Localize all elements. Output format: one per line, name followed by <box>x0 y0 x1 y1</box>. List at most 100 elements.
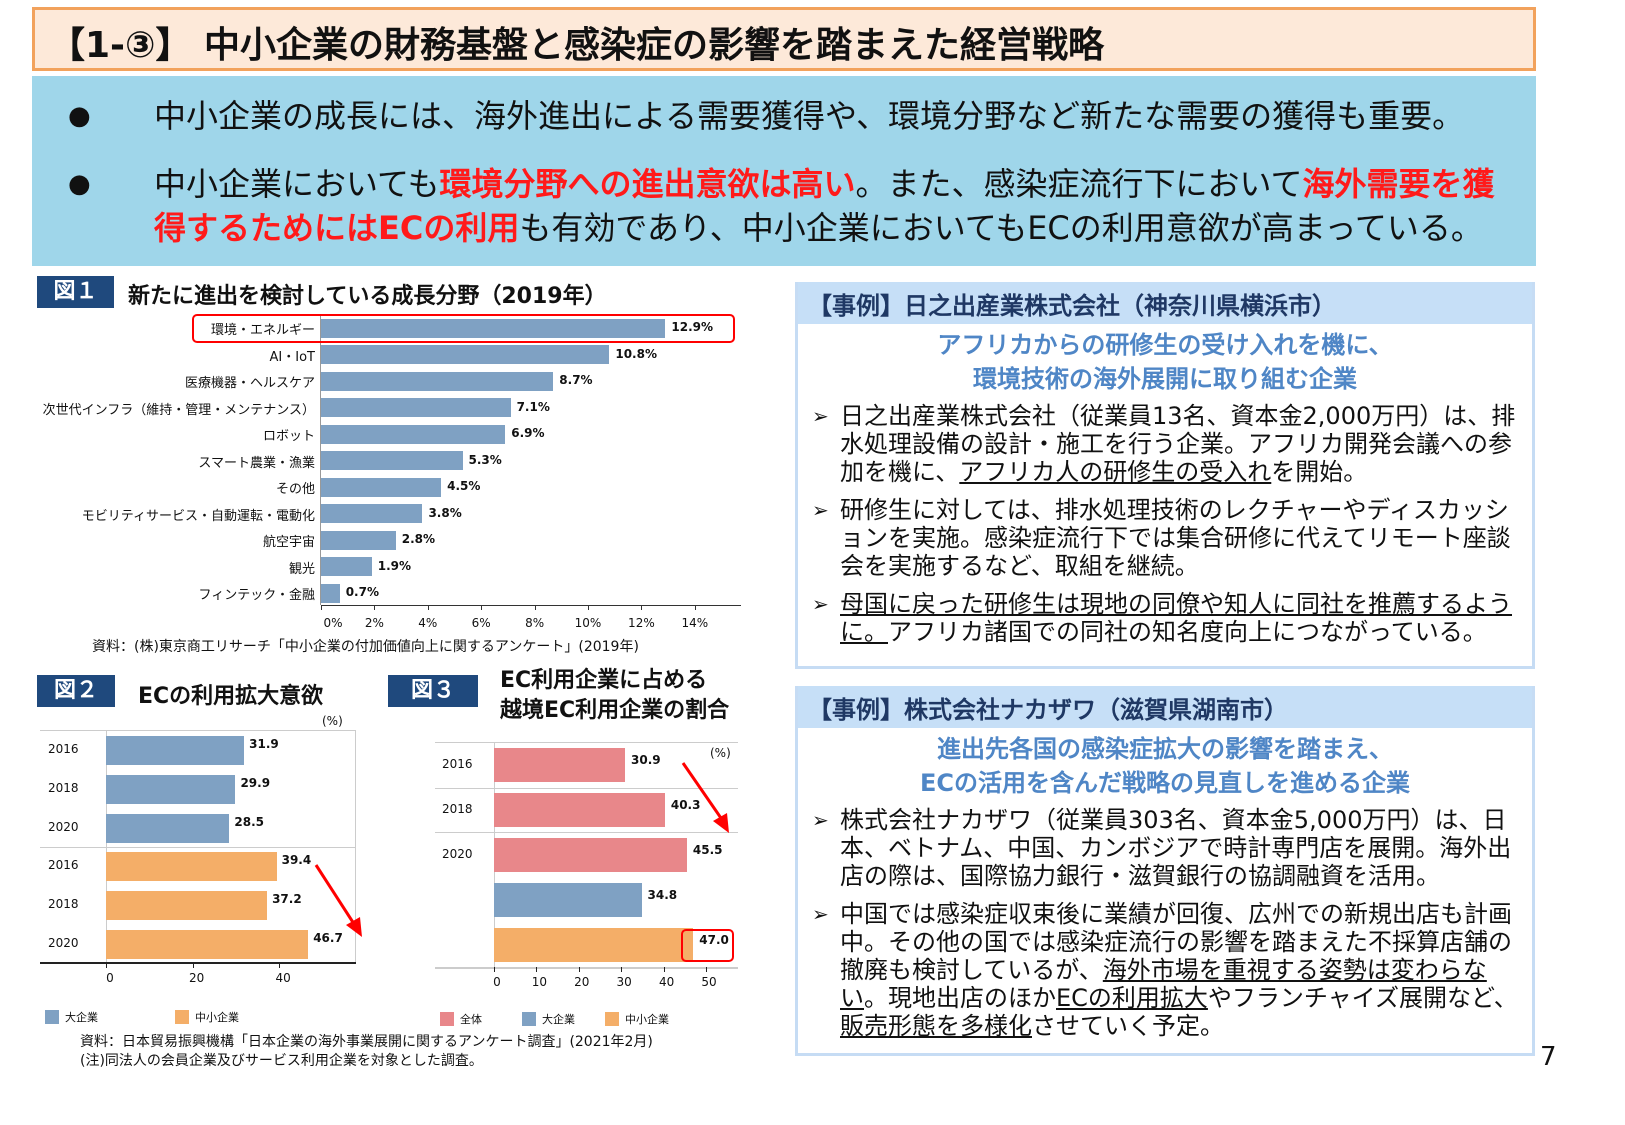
x-tick-label: 50 <box>701 975 717 989</box>
data-label: 29.9 <box>240 776 271 790</box>
legend-label: 全体 <box>460 1013 482 1026</box>
bar <box>321 451 463 470</box>
data-label: 7.1% <box>516 399 550 414</box>
trend-arrow <box>681 762 729 833</box>
x-tick-label: 8% <box>525 616 545 630</box>
highlight-box <box>192 314 735 343</box>
x-tick-label: 20 <box>574 975 590 989</box>
x-tick <box>481 605 483 610</box>
legend-swatch <box>440 1012 454 1026</box>
data-label: 12.9% <box>671 320 714 334</box>
legend-swatch <box>522 1012 536 1026</box>
x-tick <box>663 967 665 972</box>
x-tick <box>321 605 322 610</box>
arrow-bullet-icon: ➢ <box>812 404 829 428</box>
data-label: 31.9 <box>249 737 279 751</box>
x-tick <box>641 605 643 610</box>
x-tick <box>106 962 107 968</box>
legend-label: 中小企業 <box>195 1011 239 1024</box>
category-label: ロボット <box>262 429 315 444</box>
data-label: 46.7 <box>313 931 343 945</box>
x-tick <box>427 605 429 610</box>
trend-arrow <box>314 864 362 937</box>
bar <box>321 504 423 523</box>
legend-swatch <box>45 1010 59 1024</box>
fig1-label: 図１ <box>37 276 114 308</box>
bar <box>321 530 396 550</box>
legend-item: 中小企業 <box>175 1009 239 1025</box>
bar <box>321 371 554 391</box>
case-subtitle: アフリカからの研修生の受け入れを機に、 環境技術の海外展開に取り組む企業 <box>937 331 1393 393</box>
case-item: ➢ 母国に戻った研修生は現地の同僚や知人に同社を推薦するように。アフリカ諸国での同… <box>812 590 1512 646</box>
data-label: 47.0 <box>699 933 729 947</box>
bar <box>106 774 236 804</box>
legend-item: 大企業 <box>522 1011 575 1027</box>
category-label: 2020 <box>48 936 79 950</box>
x-tick <box>578 967 580 972</box>
data-label: 37.2 <box>272 892 302 906</box>
category-label: 2018 <box>48 781 79 795</box>
data-label: 1.9% <box>377 558 411 573</box>
category-label: 2016 <box>442 757 473 771</box>
x-tick-label: 40 <box>658 975 675 989</box>
fig3-label: 図３ <box>388 675 478 707</box>
x-tick-label: 0 <box>106 971 114 985</box>
highlight-box <box>681 929 734 962</box>
x-tick-label: 10 <box>531 975 548 989</box>
bar <box>106 813 230 843</box>
case-study-nakazawa: 【事例】株式会社ナカザワ（滋賀県湖南市） 進出先各国の感染症拡大の影響を踏まえ、… <box>795 686 1535 1056</box>
fig2-title: ECの利用拡大意欲 <box>138 684 324 709</box>
legend-label: 大企業 <box>542 1013 575 1026</box>
data-label: 30.9 <box>631 753 661 767</box>
x-tick-label: 0 <box>493 975 501 989</box>
data-label: 0.7% <box>345 585 379 599</box>
arrow-bullet-icon: ➢ <box>812 498 829 522</box>
x-tick-label: 2% <box>364 616 384 630</box>
category-label: 医療機器・ヘルスケア <box>184 376 315 391</box>
category-label: 環境・エネルギー <box>210 323 315 338</box>
bullet-icon: ● <box>68 101 91 131</box>
case-item: ➢ 日之出産業株式会社（従業員13名、資本金2,000万円）は、排水処理設備の設計… <box>812 402 1516 486</box>
arrow-bullet-icon: ➢ <box>812 902 829 926</box>
data-label: 45.5 <box>692 843 723 857</box>
row-divider <box>435 788 738 789</box>
bar <box>494 838 687 872</box>
bar <box>321 398 511 417</box>
case-item: ➢ 研修生に対しては、排水処理技術のレクチャーやディスカッションを実施。感染症流行… <box>812 496 1511 580</box>
case-item: ➢ 株式会社ナカザワ（従業員303名、資本金5,000万円）は、日本、ベトナム、中… <box>812 806 1512 890</box>
data-label: 40.3 <box>670 798 701 812</box>
fig1-source: 資料：(株)東京商工リサーチ「中小企業の付加価値向上に関するアンケート」(201… <box>92 639 639 655</box>
fig2-label: 図２ <box>37 675 115 707</box>
x-tick <box>694 605 696 610</box>
row-divider <box>435 832 738 833</box>
bullet-icon: ● <box>68 169 91 199</box>
category-label: 2020 <box>48 820 79 834</box>
legend-item: 中小企業 <box>605 1011 669 1027</box>
data-label: 10.8% <box>615 346 657 361</box>
category-label: 2020 <box>442 847 473 861</box>
bar <box>106 929 309 959</box>
case-study-hinode: 【事例】日之出産業株式会社（神奈川県横浜市） アフリカからの研修生の受け入れを機… <box>795 282 1535 669</box>
case-header: 【事例】日之出産業株式会社（神奈川県横浜市） <box>798 282 1532 324</box>
bar <box>494 748 626 782</box>
category-label: 2016 <box>48 858 79 872</box>
bar <box>494 793 665 827</box>
bar <box>321 345 610 364</box>
summary-band: ● 中小企業の成長には、海外進出による需要獲得や、環境分野など新たな需要の獲得も重… <box>32 76 1536 266</box>
x-axis-line <box>435 967 738 969</box>
category-label: AI・IoT <box>269 349 315 365</box>
data-label: 28.5 <box>234 815 264 829</box>
x-tick-label: 30 <box>616 975 632 989</box>
bar <box>321 424 506 444</box>
y-axis-line <box>106 730 107 963</box>
y-axis-line <box>320 315 321 605</box>
x-tick-label: 12% <box>628 616 655 630</box>
case-subtitle: 進出先各国の感染症拡大の影響を踏まえ、 ECの活用を含んだ戦略の見直しを進める企業 <box>919 735 1410 797</box>
x-tick-label: 40 <box>275 971 291 985</box>
x-tick-label: 4% <box>418 616 438 630</box>
legend-item: 大企業 <box>45 1009 98 1025</box>
footer-note: (注)同法人の会員企業及びサービス利用企業を対象とした調査。 <box>80 1053 483 1069</box>
category-label: モビリティサービス・自動運転・電動化 <box>81 508 315 524</box>
case-item: ➢ 中国では感染症収束後に業績が回復、広州での新規出店も計画中。その他の国では感染… <box>812 900 1518 1040</box>
bar <box>106 851 277 881</box>
